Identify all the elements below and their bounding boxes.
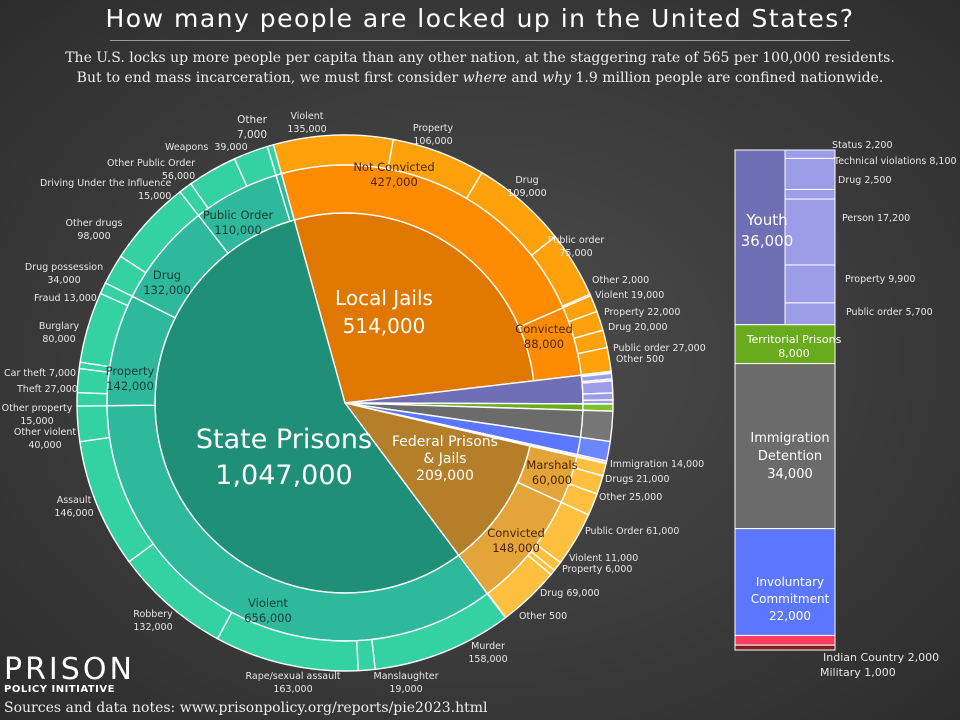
- bar-label-youth: Youth 36,000: [740, 211, 794, 250]
- label-marshals: Marshals 60,000: [526, 458, 578, 487]
- label-rape: Rape/sexual assault 163,000: [245, 671, 341, 695]
- subtitle-line-2: But to end mass incarceration, we must f…: [76, 70, 884, 86]
- bar-label-youth-drug: Drug 2,500: [838, 175, 892, 186]
- label-fed-other: Other 25,000: [599, 492, 663, 503]
- bar-label-territorial: Territorial Prisons 8,000: [746, 333, 842, 360]
- bar-youth-technical-violations: [784, 157, 836, 190]
- bar-label-technical: Technical violations 8,100: [834, 156, 957, 167]
- logo: PRISON: [4, 652, 135, 687]
- label-not-convicted: Not Convicted 427,000: [353, 160, 435, 189]
- label-fraud: Fraud 13,000: [34, 293, 97, 304]
- label-state-violent: Violent 656,000: [244, 596, 292, 625]
- label-other-public-order: Other Public Order 56,000: [107, 158, 196, 182]
- label-murder: Murder 158,000: [468, 641, 508, 665]
- title-divider: [110, 40, 850, 41]
- label-manslaughter: Manslaughter 19,000: [373, 671, 439, 695]
- label-jailc-violent: Violent 19,000: [595, 290, 665, 301]
- bar-immigration-detention: [734, 363, 836, 530]
- label-jail-convicted: Convicted 88,000: [515, 322, 573, 351]
- label-state-prisons: State Prisons 1,047,000: [195, 424, 373, 491]
- bar-military: [734, 644, 836, 651]
- label-state-other: Other 7,000: [236, 114, 268, 141]
- bar-label-status: Status 2,200: [832, 140, 893, 151]
- slice-state-prisons-other-other: [266, 143, 283, 177]
- subtitle-line-1: The U.S. locks up more people per capita…: [65, 50, 895, 66]
- label-dui: Driving Under the Influence 15,000: [40, 178, 172, 202]
- label-fed-violent: Violent 11,000: [569, 553, 639, 564]
- bar-youth-property: [784, 264, 836, 304]
- source-note: Sources and data notes: www.prisonpolicy…: [4, 700, 488, 716]
- label-jailc-other: Other 500: [616, 354, 665, 365]
- bar-territorial-prisons: [734, 324, 836, 365]
- bar-youth-status: [784, 149, 836, 159]
- bar-label-military: Military 1,000: [820, 666, 896, 679]
- label-state-drug: Drug 132,000: [143, 268, 191, 297]
- label-jailc-public-order: Public order 27,000: [613, 343, 706, 354]
- label-fed-other-500: Other 500: [519, 611, 568, 622]
- label-jail-property: Property 106,000: [412, 123, 454, 147]
- label-jail-other: Other 2,000: [592, 275, 650, 286]
- label-jail-violent: Violent 135,000: [287, 111, 327, 135]
- label-jail-public-order: Public order 75,000: [547, 235, 605, 259]
- bar-label-indian-country: Indian Country 2,000: [823, 651, 940, 664]
- bar-label-involuntary: Involuntary Commitment 22,000: [750, 575, 830, 623]
- label-other-drugs: Other drugs 98,000: [65, 218, 123, 242]
- label-fed-drug: Drug 69,000: [540, 588, 600, 599]
- label-fed-public-order: Public Order 61,000: [585, 526, 680, 537]
- chart-title: How many people are locked up in the Uni…: [105, 4, 855, 33]
- label-federal: Federal Prisons & Jails 209,000: [392, 434, 498, 484]
- label-federal-convicted: Convicted 148,000: [487, 526, 545, 555]
- label-robbery: Robbery 132,000: [133, 609, 173, 633]
- label-jailc-property: Property 22,000: [604, 307, 681, 318]
- label-weapons: Weapons 39,000: [165, 142, 248, 153]
- label-fed-immigration: Immigration 14,000: [610, 459, 705, 470]
- label-jailc-drug: Drug 20,000: [608, 322, 668, 333]
- bar-youth: [734, 149, 786, 326]
- bar-youth-public-order: [784, 302, 836, 326]
- bar-youth-drug: [784, 188, 836, 200]
- label-other-property: Other property 15,000: [1, 403, 73, 427]
- bar-involuntary-commitment: [734, 528, 836, 636]
- label-local-jails: Local Jails 514,000: [335, 286, 433, 338]
- label-burglary: Burglary 80,000: [38, 321, 80, 345]
- bar-label-youth-property: Property 9,900: [845, 274, 916, 285]
- bar-indian-country: [734, 634, 836, 646]
- label-state-property: Property 142,000: [105, 364, 155, 393]
- label-drug-possession: Drug possession 34,000: [24, 262, 104, 286]
- label-assault: Assault 146,000: [54, 495, 94, 519]
- label-other-violent: Other violent 40,000: [13, 427, 77, 451]
- label-jail-drug: Drug 109,000: [507, 175, 547, 199]
- bar-label-immigration: Immigration Detention 34,000: [750, 431, 830, 482]
- label-fed-drugs: Drugs 21,000: [605, 474, 670, 485]
- label-car-theft: Car theft 7,000: [4, 368, 77, 379]
- label-state-public-order: Public Order 110,000: [202, 208, 274, 237]
- bar-label-person: Person 17,200: [842, 213, 911, 224]
- label-fed-property: Property 6,000: [562, 564, 633, 575]
- bar-youth-person: [784, 198, 836, 266]
- logo-subtitle: POLICY INITIATIVE: [4, 684, 115, 695]
- bar-label-youth-public-order: Public order 5,700: [846, 307, 933, 318]
- label-theft: Theft 27,000: [17, 384, 78, 395]
